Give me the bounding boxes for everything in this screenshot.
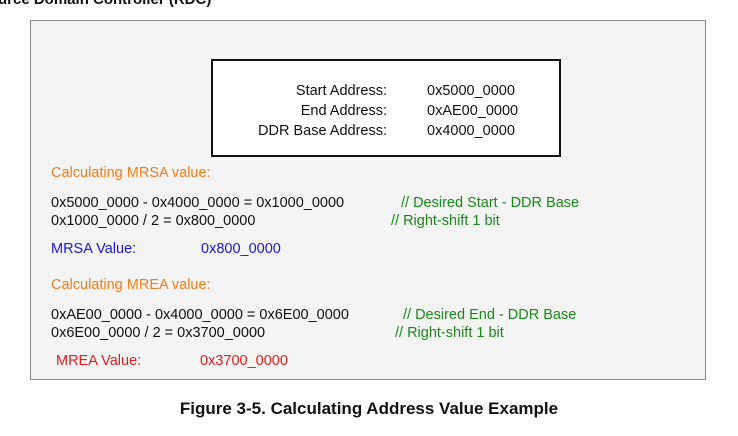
end-address-row: End Address: 0xAE00_0000 (213, 101, 559, 121)
mrsa-comment-subtract: // Desired Start - DDR Base (401, 195, 580, 211)
start-address-label: Start Address: (295, 83, 387, 99)
mrea-comment-shift: // Right-shift 1 bit (395, 325, 504, 341)
start-address-row: Start Address: 0x5000_0000 (213, 81, 559, 101)
end-address-label: End Address: (300, 103, 387, 119)
figure-caption: Figure 3-5. Calculating Address Value Ex… (179, 399, 559, 418)
ddr-base-address-label: DDR Base Address: (258, 123, 387, 139)
mrsa-result-label: MRSA Value: (51, 241, 137, 257)
address-summary-box: Start Address: 0x5000_0000 End Address: … (211, 59, 561, 157)
mrsa-calc-shift: 0x1000_0000 / 2 = 0x800_0000 (51, 213, 256, 229)
example-panel: Start Address: 0x5000_0000 End Address: … (30, 20, 706, 380)
section-title-partial: urce Domain Controller (RDC) (0, 0, 211, 8)
mrea-heading: Calculating MREA value: (51, 277, 211, 293)
mrea-result-value: 0x3700_0000 (200, 353, 288, 369)
mrsa-result-value: 0x800_0000 (201, 241, 281, 257)
mrea-calc-subtract: 0xAE00_0000 - 0x4000_0000 = 0x6E00_0000 (51, 307, 349, 323)
mrsa-calc-subtract: 0x5000_0000 - 0x4000_0000 = 0x1000_0000 (51, 195, 345, 211)
mrsa-heading: Calculating MRSA value: (51, 165, 211, 181)
mrea-result-label: MREA Value: (56, 353, 142, 369)
mrea-calc-shift: 0x6E00_0000 / 2 = 0x3700_0000 (51, 325, 266, 341)
mrsa-comment-shift: // Right-shift 1 bit (391, 213, 500, 229)
ddr-base-address-row: DDR Base Address: 0x4000_0000 (213, 121, 559, 141)
start-address-value: 0x5000_0000 (427, 83, 515, 99)
mrea-comment-subtract: // Desired End - DDR Base (403, 307, 577, 323)
ddr-base-address-value: 0x4000_0000 (427, 123, 515, 139)
end-address-value: 0xAE00_0000 (427, 103, 519, 119)
